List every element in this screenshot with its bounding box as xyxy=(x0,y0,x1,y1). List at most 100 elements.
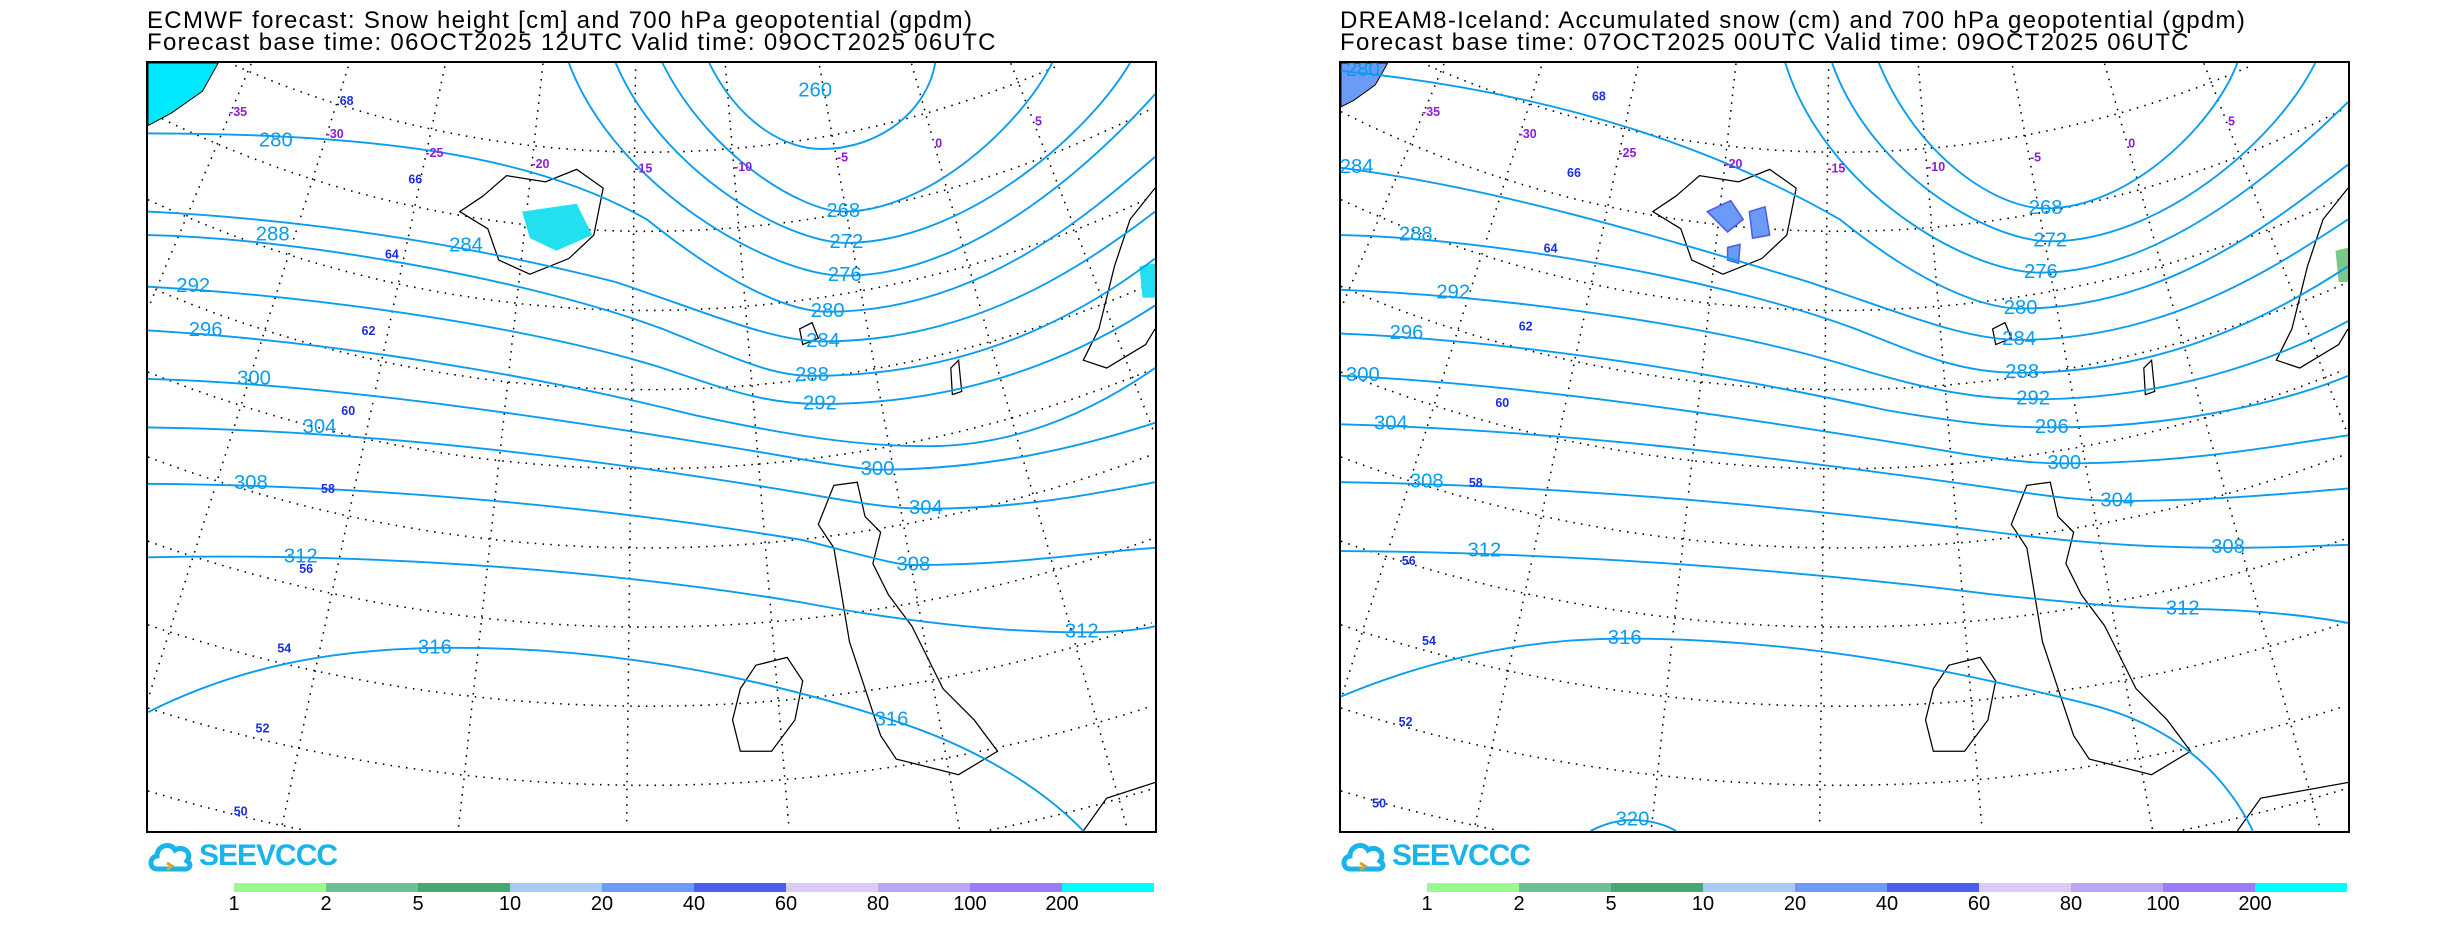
contour-label: 296 xyxy=(2035,416,2069,438)
islands-coast xyxy=(1991,321,2156,396)
colorbar-label: 60 xyxy=(774,893,798,915)
colorbar-segment xyxy=(694,883,786,892)
colorbar-label: 200 xyxy=(2238,893,2272,915)
colorbar-label: 2 xyxy=(320,893,332,915)
contour-280 xyxy=(148,132,1155,313)
cloud-logo-icon xyxy=(148,843,193,872)
contour-308 xyxy=(1341,481,2348,549)
colorbar-label: 80 xyxy=(866,893,890,915)
geopotential-contours xyxy=(148,63,1155,831)
contour-292 xyxy=(1341,288,2348,401)
contour-label: 316 xyxy=(1608,627,1642,649)
ireland-coast xyxy=(731,656,804,752)
contour-284 xyxy=(148,210,1155,343)
colorbar-segment xyxy=(1703,883,1795,892)
contour-label: 304 xyxy=(1374,413,1408,435)
contour-label: 308 xyxy=(896,553,930,575)
colorbar-label: 1 xyxy=(1421,893,1433,915)
latitude-label: 62 xyxy=(362,324,376,338)
colorbar-label: 100 xyxy=(2146,893,2180,915)
longitude-label: -35 xyxy=(1422,105,1440,119)
meridian-line xyxy=(2011,65,2154,830)
contour-label: 288 xyxy=(1399,223,1433,245)
longitude-label: -35 xyxy=(229,105,247,119)
colorbar-segment xyxy=(1979,883,2071,892)
iceland-coast xyxy=(458,168,604,275)
contour-label: 284 xyxy=(449,234,483,256)
contour-320 xyxy=(1589,819,1677,831)
longitude-label: -25 xyxy=(425,146,443,160)
right-map-svg: 280 268 272 276 280 284 288 292 296 300 … xyxy=(1341,63,2348,831)
colorbar-segment xyxy=(878,883,970,892)
logo-text: SEEVCCC xyxy=(199,839,338,872)
contour-label: 304 xyxy=(2100,489,2134,511)
latitude-label: 60 xyxy=(341,404,355,418)
contour-label: 292 xyxy=(803,392,837,414)
latitude-line xyxy=(2182,788,2346,831)
cloud-logo-icon xyxy=(1341,843,1386,872)
contour-label: 268 xyxy=(826,200,860,222)
contour-272 xyxy=(614,63,1131,244)
colorbar-label: 100 xyxy=(953,893,987,915)
colorbar-segment xyxy=(326,883,418,892)
contour-label: 280 xyxy=(1346,63,1380,81)
contour-labels: 280 268 272 276 280 284 288 292 296 300 … xyxy=(1341,63,2245,830)
logo-text: SEEVCCC xyxy=(1392,839,1531,872)
contour-label: 300 xyxy=(861,458,895,480)
left-map-svg: 260 268 272 276 280 284 288 292 300 304 … xyxy=(148,63,1155,831)
continent-coast xyxy=(2236,781,2348,831)
latitude-line xyxy=(1341,705,2346,787)
left-map-subtitle: Forecast base time: 06OCT2025 12UTC Vali… xyxy=(147,29,997,56)
longitude-label: 5 xyxy=(1035,115,1042,129)
contour-300 xyxy=(148,378,1155,471)
seevccc-logo: SEEVCCC xyxy=(147,838,338,874)
contour-label: 296 xyxy=(189,319,223,341)
contour-288 xyxy=(1341,234,2348,374)
colorbar-segment xyxy=(418,883,510,892)
snow-shading xyxy=(1139,263,1155,298)
contour-276 xyxy=(1784,63,2348,274)
contour-260 xyxy=(708,63,937,150)
colorbar-label: 200 xyxy=(1045,893,1079,915)
latitude-label: 64 xyxy=(385,248,399,262)
colorbar-label: 5 xyxy=(412,893,424,915)
contour-label: 292 xyxy=(2016,388,2050,410)
contour-label: 288 xyxy=(795,364,829,386)
colorbar-label: 80 xyxy=(2059,893,2083,915)
contour-label: 316 xyxy=(875,708,909,730)
contour-label: 308 xyxy=(234,472,268,494)
contour-304 xyxy=(1341,423,2348,502)
contour-label: 280 xyxy=(811,300,845,322)
norway-coast xyxy=(1082,187,1155,369)
contour-label: 316 xyxy=(418,636,452,658)
contour-276 xyxy=(568,63,1155,277)
contour-label: 308 xyxy=(1410,471,1444,493)
colorbar-segment xyxy=(1062,883,1154,892)
latitude-label: 54 xyxy=(277,642,291,656)
colorbar-label: 5 xyxy=(1605,893,1617,915)
latitude-line xyxy=(1341,790,1498,831)
meridian-line xyxy=(1341,66,1543,699)
contour-268 xyxy=(1877,63,2239,210)
contour-label: 284 xyxy=(1341,156,1373,178)
contour-label: 284 xyxy=(806,330,840,352)
contour-label: 268 xyxy=(2029,197,2063,219)
contour-label: 260 xyxy=(798,79,832,101)
longitude-label: 0 xyxy=(935,136,942,150)
latitude-line xyxy=(1341,622,2346,707)
latitude-label: 54 xyxy=(1422,634,1436,648)
contour-label: 308 xyxy=(2211,536,2245,558)
contour-label: 272 xyxy=(2033,230,2067,252)
contour-272 xyxy=(1831,63,2317,243)
latitude-label: 58 xyxy=(1469,476,1483,490)
iceland-coast xyxy=(1651,168,1797,275)
longitude-label: 5 xyxy=(2228,115,2235,129)
contour-288 xyxy=(148,234,1155,377)
norway-coast xyxy=(2275,187,2348,369)
ireland-coast xyxy=(1924,656,1997,752)
colorbar-segment xyxy=(2163,883,2255,892)
contour-label: 280 xyxy=(2004,297,2038,319)
meridian-line xyxy=(625,69,637,827)
meridian-line xyxy=(457,63,544,829)
contour-label: 320 xyxy=(1616,808,1650,830)
